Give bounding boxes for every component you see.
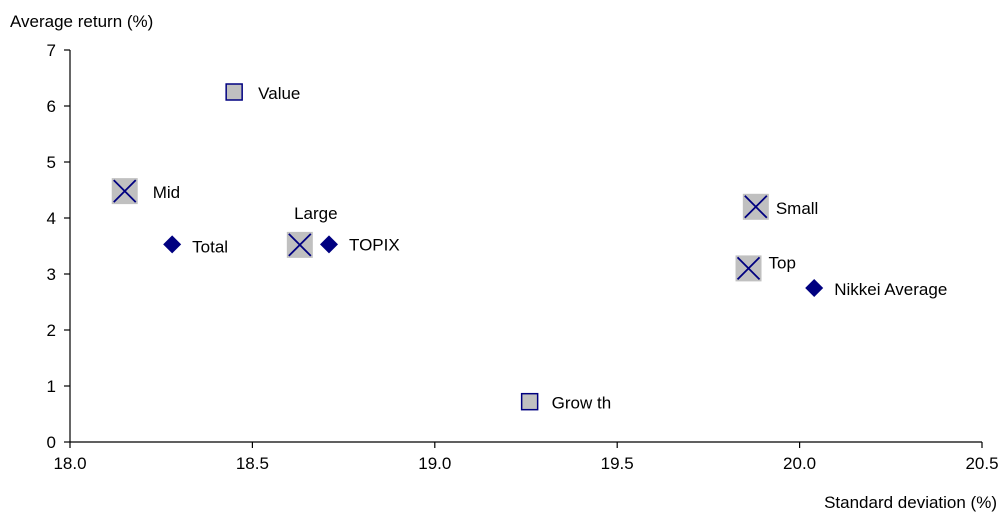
point-value: Value: [225, 83, 300, 103]
x-axis-title: Standard deviation (%): [824, 493, 997, 512]
point-label: Small: [776, 199, 819, 218]
square-marker: [225, 83, 243, 101]
x-tick-label: 20.5: [965, 454, 998, 473]
x-cross: [744, 195, 768, 219]
x-tick-label: 19.5: [601, 454, 634, 473]
y-tick-label: 2: [47, 321, 56, 340]
data-points: Value Mid Total Large TOPIX Grow th Small Top Ni…: [111, 83, 947, 413]
y-tick-label: 7: [47, 41, 56, 60]
diamond-marker: [805, 279, 824, 297]
point-label: TOPIX: [349, 235, 400, 254]
y-tick-label: 6: [47, 97, 56, 116]
point-total: Total: [163, 235, 228, 256]
x-cross: [113, 179, 137, 203]
point-top: Top: [735, 253, 796, 282]
y-tick-label: 4: [47, 209, 56, 228]
point-grow-th: Grow th: [520, 392, 612, 413]
point-label: Total: [192, 237, 228, 256]
point-label: Grow th: [552, 394, 612, 413]
point-small: Small: [742, 193, 819, 220]
y-tick-label: 0: [47, 433, 56, 452]
axes: 0 1 2 3 4 5 6 7 18.0 18.5 19.0 19.5 20.0 20.5: [47, 41, 999, 473]
square-marker: [520, 392, 539, 411]
x-tick-label: 18.5: [236, 454, 269, 473]
x-cross: [736, 256, 761, 281]
x-tick-label: 20.0: [783, 454, 816, 473]
point-label: Top: [769, 253, 796, 272]
point-label: Large: [294, 204, 337, 223]
y-axis-title: Average return (%): [10, 12, 153, 31]
point-label: Nikkei Average: [834, 280, 947, 299]
point-label: Mid: [153, 183, 180, 202]
point-mid: Mid: [111, 178, 180, 205]
y-tick-label: 3: [47, 265, 56, 284]
x-tick-label: 18.0: [53, 454, 86, 473]
y-tick-label: 1: [47, 377, 56, 396]
point-topix: TOPIX: [320, 235, 400, 254]
point-nikkei-average: Nikkei Average: [805, 279, 947, 299]
point-large: Large: [286, 204, 338, 258]
diamond-marker: [163, 235, 182, 254]
diamond-marker: [320, 235, 339, 254]
y-tick-label: 5: [47, 153, 56, 172]
x-tick-label: 19.0: [418, 454, 451, 473]
x-cross: [288, 233, 312, 257]
point-label: Value: [258, 84, 300, 103]
